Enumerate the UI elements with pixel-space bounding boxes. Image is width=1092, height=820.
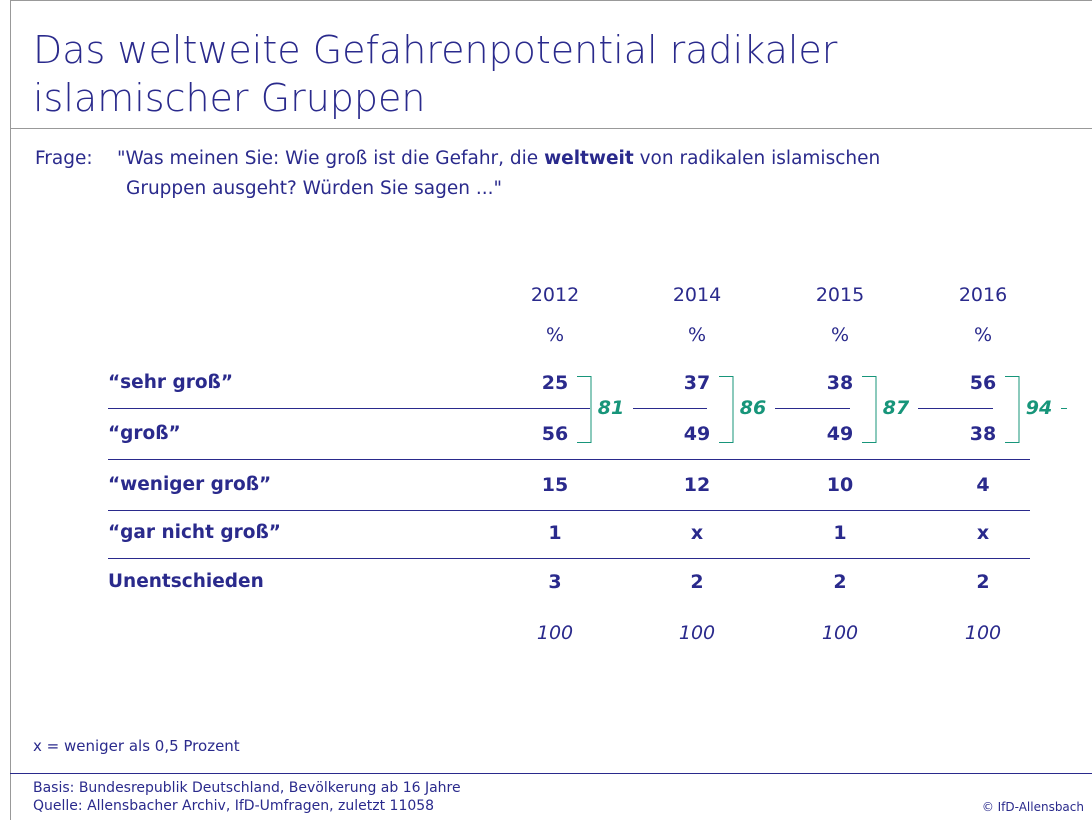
combined-value: 81 (597, 397, 625, 419)
cell-value: 49 (683, 423, 711, 445)
cell-value: 2 (833, 571, 847, 593)
year-header: 2012 (530, 284, 580, 306)
question-label: Frage: (35, 148, 93, 169)
cell-value: 12 (683, 474, 711, 496)
total: 100 (821, 622, 859, 644)
total: 100 (964, 622, 1002, 644)
source: Quelle: Allensbacher Archiv, IfD-Umfrage… (33, 798, 435, 814)
question-emphasis: weltweit (544, 148, 634, 169)
row-label: “weniger groß” (108, 474, 272, 495)
unit-header: % (973, 324, 993, 346)
title-line: Das weltweite Gefahrenpotential radikale… (33, 28, 838, 72)
unit-header: % (687, 324, 707, 346)
cell-value: 56 (969, 372, 997, 394)
combined-value: 87 (882, 397, 910, 419)
row-label: “sehr groß” (108, 372, 233, 393)
cell-value: 2 (976, 571, 990, 593)
cell-value: 2 (690, 571, 704, 593)
cell-value: 15 (541, 474, 569, 496)
cell-value: 3 (548, 571, 562, 593)
cell-value: 49 (826, 423, 854, 445)
question-line: Gruppen ausgeht? Würden Sie sagen ..." (126, 178, 503, 199)
question-text: von radikalen islamischen (633, 148, 881, 169)
question-line: "Was meinen Sie: Wie groß ist die Gefahr… (117, 148, 880, 169)
title-line: islamischer Gruppen (33, 76, 426, 120)
unit-header: % (545, 324, 565, 346)
cell-value: 1 (548, 522, 562, 544)
year-header: 2014 (672, 284, 722, 306)
combined-value: 94 (1025, 397, 1053, 419)
cell-value: 38 (969, 423, 997, 445)
total: 100 (536, 622, 574, 644)
year-header: 2015 (815, 284, 865, 306)
total: 100 (678, 622, 716, 644)
question-text: "Was meinen Sie: Wie groß ist die Gefahr… (117, 148, 545, 169)
cell-value: x (690, 522, 704, 544)
footnote: x = weniger als 0,5 Prozent (33, 737, 240, 755)
cell-value: 4 (976, 474, 990, 496)
copyright: © IfD-Allensbach (981, 800, 1084, 814)
basis: Basis: Bundesrepublik Deutschland, Bevöl… (33, 780, 461, 796)
cell-value: 25 (541, 372, 569, 394)
cell-value: 56 (541, 423, 569, 445)
cell-value: 37 (683, 372, 711, 394)
cell-value: 38 (826, 372, 854, 394)
cell-value: 10 (826, 474, 854, 496)
combined-value: 86 (739, 397, 767, 419)
row-label: “gar nicht groß” (108, 522, 281, 543)
row-label: Unentschieden (108, 571, 264, 592)
unit-header: % (830, 324, 850, 346)
cell-value: 1 (833, 522, 847, 544)
row-label: “groß” (108, 423, 181, 444)
year-header: 2016 (958, 284, 1008, 306)
cell-value: x (976, 522, 990, 544)
